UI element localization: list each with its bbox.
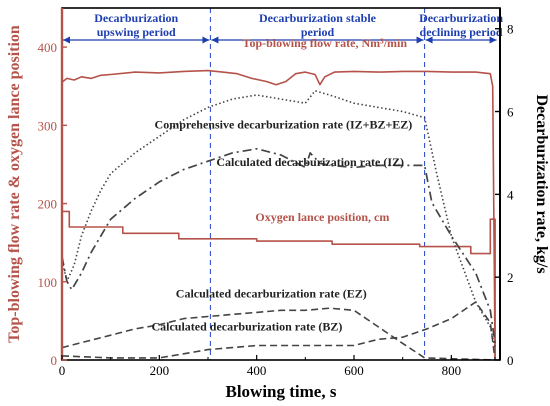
series-group [61, 69, 496, 361]
period-arrowhead [211, 36, 219, 44]
x-tick-label: 0 [59, 363, 66, 378]
x-tick-label: 400 [247, 363, 267, 378]
y-left-tick-label: 400 [38, 40, 58, 55]
y-left-tick-label: 200 [38, 197, 58, 212]
period-arrowhead [63, 36, 70, 44]
y-right-tick-label: 0 [507, 353, 514, 368]
y-left-tick-label: 0 [51, 353, 58, 368]
period-arrowhead [489, 36, 497, 44]
x-tick-label: 600 [344, 363, 364, 378]
series-line-2 [62, 210, 496, 360]
annotation-label: Calculated decarburization rate (IZ) [216, 155, 404, 169]
series-line-6 [61, 301, 496, 361]
period-arrowhead [425, 36, 433, 44]
y-left-tick-label: 300 [38, 118, 58, 133]
period-label: period [301, 25, 335, 39]
series-line-3 [61, 90, 496, 348]
y-right-tick-label: 4 [507, 187, 514, 202]
x-axis-label: Blowing time, s [226, 382, 337, 401]
period-label: Decarburization stable [259, 11, 377, 25]
series-line-5 [61, 307, 496, 361]
period-arrowhead [202, 36, 210, 44]
annotation-label: Comprehensive decarburization rate (IZ+B… [155, 117, 413, 131]
y-right-tick-label: 8 [507, 22, 514, 37]
period-label: declining period [420, 25, 503, 39]
series-line-1 [61, 69, 496, 361]
y-left-tick-label: 100 [38, 275, 58, 290]
annotation-label: Top-blowing flow rate, Nm³/min [243, 36, 408, 50]
series-line-4 [61, 147, 496, 344]
period-label: upswing period [97, 25, 176, 39]
y-axis-label-right: Decarburization rate, kg/s [533, 94, 550, 273]
x-tick-label: 200 [150, 363, 170, 378]
annotation-label: Calculated decarburization rate (EZ) [176, 286, 367, 300]
period-label: Decarburization [419, 11, 503, 25]
annotation-group: Top-blowing flow rate, Nm³/min Comprehens… [151, 36, 412, 333]
x-tick-label: 800 [442, 363, 462, 378]
y-right-tick-label: 6 [507, 105, 514, 120]
period-arrowhead [416, 36, 424, 44]
period-label: Decarburization [94, 11, 178, 25]
annotation-label: Oxygen lance position, cm [255, 210, 389, 224]
annotation-label: Calculated decarburization rate (BZ) [151, 319, 342, 333]
y-axis-label-left: Top-blowing flow rate & oxygen lance pos… [6, 25, 23, 343]
y-right-tick-label: 2 [507, 270, 514, 285]
axes-group: 0 200 400 600 800 0 100 200 300 400 0 2 4 6 8 [38, 8, 514, 378]
